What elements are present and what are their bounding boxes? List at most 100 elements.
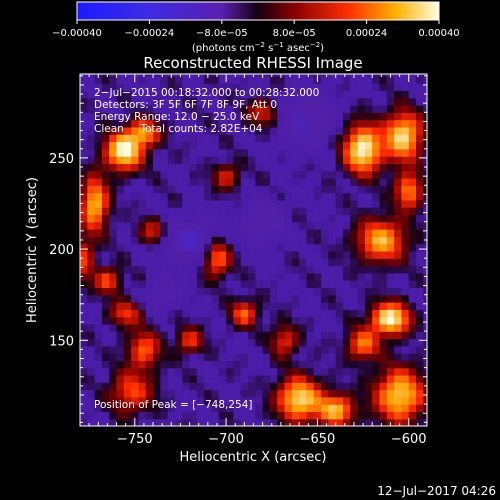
- heatmap-cell: [328, 74, 337, 77]
- heatmap-cell: [211, 360, 220, 369]
- heatmap-cell: [321, 258, 329, 267]
- heatmap-cell: [138, 75, 147, 84]
- heatmap-cell: [211, 119, 220, 128]
- heatmap-cell: [218, 192, 227, 201]
- heatmap-cell: [291, 250, 300, 259]
- heatmap-cell: [248, 148, 256, 157]
- x-axis-ticks: −750 −700 −650 −600: [88, 74, 428, 447]
- heatmap-cell: [423, 396, 427, 405]
- heatmap-cell: [342, 294, 351, 303]
- heatmap-cell: [335, 126, 344, 135]
- heatmap-cell: [174, 192, 183, 201]
- heatmap-cell: [189, 374, 198, 383]
- heatmap-cell: [262, 221, 271, 230]
- heatmap-cell: [174, 258, 183, 267]
- heatmap-cell: [342, 316, 351, 325]
- heatmap-cell: [218, 338, 227, 347]
- heatmap-cell: [328, 199, 337, 208]
- heatmap-cell: [262, 353, 271, 361]
- heatmap-cell: [335, 185, 344, 194]
- heatmap-cell: [284, 90, 293, 99]
- heatmap-cell: [372, 287, 381, 296]
- heatmap-cell: [299, 382, 308, 391]
- heatmap-cell: [291, 236, 300, 245]
- heatmap-cell: [357, 316, 366, 325]
- heatmap-cell: [153, 272, 161, 281]
- heatmap-cell: [379, 74, 388, 77]
- heatmap-cell: [138, 126, 147, 135]
- heatmap-cell: [306, 316, 315, 325]
- heatmap-cell: [182, 338, 191, 347]
- heatmap-cell: [299, 301, 308, 310]
- heatmap-cell: [357, 404, 366, 413]
- heatmap-cell: [379, 301, 388, 310]
- heatmap-cell: [94, 112, 103, 121]
- heatmap-cell: [153, 309, 161, 318]
- heatmap-cell: [94, 374, 103, 383]
- heatmap-cell: [211, 367, 220, 376]
- heatmap-cell: [357, 148, 366, 157]
- heatmap-cell: [233, 207, 242, 216]
- heatmap-cell: [116, 396, 125, 405]
- heatmap-cell: [350, 207, 359, 216]
- heatmap-cell: [131, 316, 140, 325]
- heatmap-cell: [116, 243, 125, 252]
- heatmap-cell: [277, 192, 286, 201]
- heatmap-cell: [240, 156, 249, 164]
- heatmap-cell: [101, 418, 110, 426]
- heatmap-cell: [123, 338, 132, 347]
- heatmap-cell: [204, 338, 213, 347]
- heatmap-cell: [94, 119, 103, 128]
- heatmap-cell: [248, 331, 256, 340]
- heatmap-cell: [423, 141, 427, 150]
- heatmap-cell: [357, 229, 366, 237]
- heatmap-cell: [284, 199, 293, 208]
- heatmap-cell: [269, 280, 278, 288]
- heatmap-cell: [248, 126, 256, 135]
- heatmap-cell: [167, 163, 176, 172]
- heatmap-cell: [160, 258, 169, 267]
- heatmap-cell: [313, 294, 322, 303]
- heatmap-cell: [394, 199, 403, 208]
- heatmap-cell: [123, 287, 132, 296]
- heatmap-cell: [123, 126, 132, 135]
- heatmap-cell: [284, 353, 293, 361]
- heatmap-cell: [153, 396, 161, 405]
- heatmap-cell: [116, 411, 125, 420]
- heatmap-cell: [123, 134, 132, 143]
- heatmap-cell: [364, 374, 373, 383]
- heatmap-cell: [291, 382, 300, 391]
- heatmap-cell: [167, 90, 176, 99]
- heatmap-cell: [131, 287, 140, 296]
- heatmap-cell: [313, 97, 322, 106]
- x-tick-label: −600: [391, 432, 427, 447]
- heatmap-cell: [233, 258, 242, 267]
- heatmap-cell: [138, 177, 147, 186]
- heatmap-cell: [196, 287, 205, 296]
- heatmap-cell: [233, 309, 242, 318]
- y-tick-label: 150: [49, 334, 74, 349]
- heatmap-cell: [145, 280, 154, 288]
- heatmap-cell: [386, 97, 395, 106]
- heatmap-cell: [211, 112, 220, 121]
- heatmap-cell: [204, 148, 213, 157]
- heatmap-cell: [248, 221, 256, 230]
- heatmap-cell: [379, 126, 388, 135]
- heatmap-cell: [87, 331, 96, 340]
- heatmap-cell: [218, 272, 227, 281]
- heatmap-cell: [218, 185, 227, 194]
- heatmap-cell: [408, 367, 417, 376]
- heatmap-cell: [123, 294, 132, 303]
- heatmap-cell: [255, 265, 264, 274]
- heatmap-cell: [423, 170, 427, 179]
- heatmap-cell: [269, 382, 278, 391]
- heatmap-cell: [328, 177, 337, 186]
- heatmap-cell: [87, 163, 96, 172]
- heatmap-cell: [211, 126, 220, 135]
- heatmap-cell: [284, 323, 293, 332]
- heatmap-cell: [138, 411, 147, 420]
- heatmap-cell: [386, 112, 395, 121]
- heatmap-cell: [248, 74, 256, 77]
- heatmap-cell: [262, 170, 271, 179]
- heatmap-cell: [328, 316, 337, 325]
